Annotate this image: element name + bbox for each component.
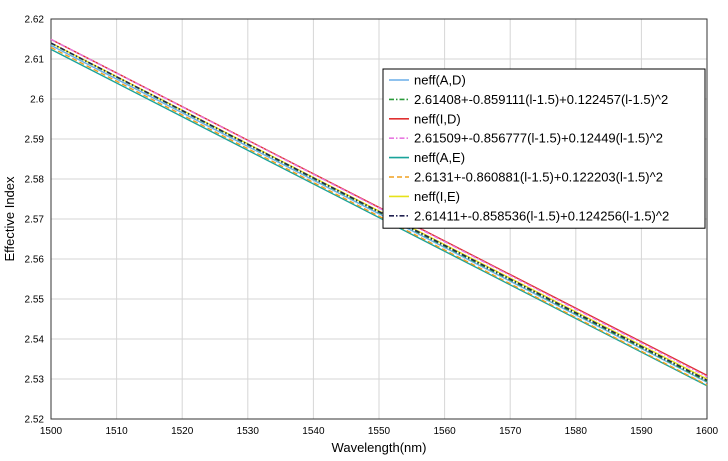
y-tick-label: 2.56	[25, 255, 45, 266]
x-axis-title: Wavelength(nm)	[332, 440, 427, 455]
y-tick-label: 2.55	[25, 295, 45, 306]
y-tick-label: 2.59	[25, 135, 45, 146]
plot-area-frame	[50, 18, 708, 420]
legend-label: neff(I,D)	[414, 111, 461, 126]
y-tick-label: 2.61	[25, 55, 45, 66]
y-tick-label: 2.53	[25, 375, 45, 386]
y-tick-label: 2.58	[25, 175, 45, 186]
series-line-8	[50, 42, 708, 381]
legend-label: 2.61509+-0.856777(l-1.5)+0.12449(l-1.5)^…	[414, 131, 663, 146]
legend-label: neff(I,E)	[414, 189, 460, 204]
x-tick-label: 1560	[433, 426, 456, 437]
series-line-6	[50, 46, 708, 386]
x-tick-label: 1580	[565, 426, 588, 437]
legend: neff(A,D) 2.61408+-0.859111(l-1.5)+0.1224…	[382, 68, 706, 229]
y-tick-label: 2.52	[25, 415, 45, 426]
x-tick-label: 1530	[237, 426, 260, 437]
x-tick-label: 1590	[630, 426, 653, 437]
series-line-5	[50, 48, 708, 387]
legend-label: 2.6131+-0.860881(l-1.5)+0.122203(l-1.5)^…	[414, 170, 663, 185]
series-line-1	[50, 44, 708, 383]
x-tick-label: 1500	[40, 426, 63, 437]
tick-labels: 1500 1510 1520 1530 1540 1550 1560 1570 1580 1590…	[25, 15, 719, 438]
legend-label: neff(A,E)	[414, 150, 465, 165]
series-line-4	[50, 38, 708, 378]
x-tick-label: 1540	[302, 426, 325, 437]
legend-box	[382, 68, 706, 229]
x-tick-label: 1510	[105, 426, 128, 437]
x-tick-label: 1570	[499, 426, 522, 437]
x-tick-label: 1550	[368, 426, 391, 437]
series-lines	[50, 38, 708, 387]
x-tick-label: 1600	[696, 426, 719, 437]
y-tick-label: 2.6	[30, 95, 44, 106]
y-axis-title: Effective Index	[2, 176, 17, 262]
legend-label: 2.61411+-0.858536(l-1.5)+0.124256(l-1.5)…	[414, 208, 669, 223]
legend-label: neff(A,D)	[414, 73, 466, 88]
y-tick-label: 2.62	[25, 15, 45, 26]
y-tick-label: 2.57	[25, 215, 45, 226]
legend-label: 2.61408+-0.859111(l-1.5)+0.122457(l-1.5)…	[414, 92, 668, 107]
y-tick-label: 2.54	[25, 335, 45, 346]
x-tick-label: 1520	[171, 426, 194, 437]
